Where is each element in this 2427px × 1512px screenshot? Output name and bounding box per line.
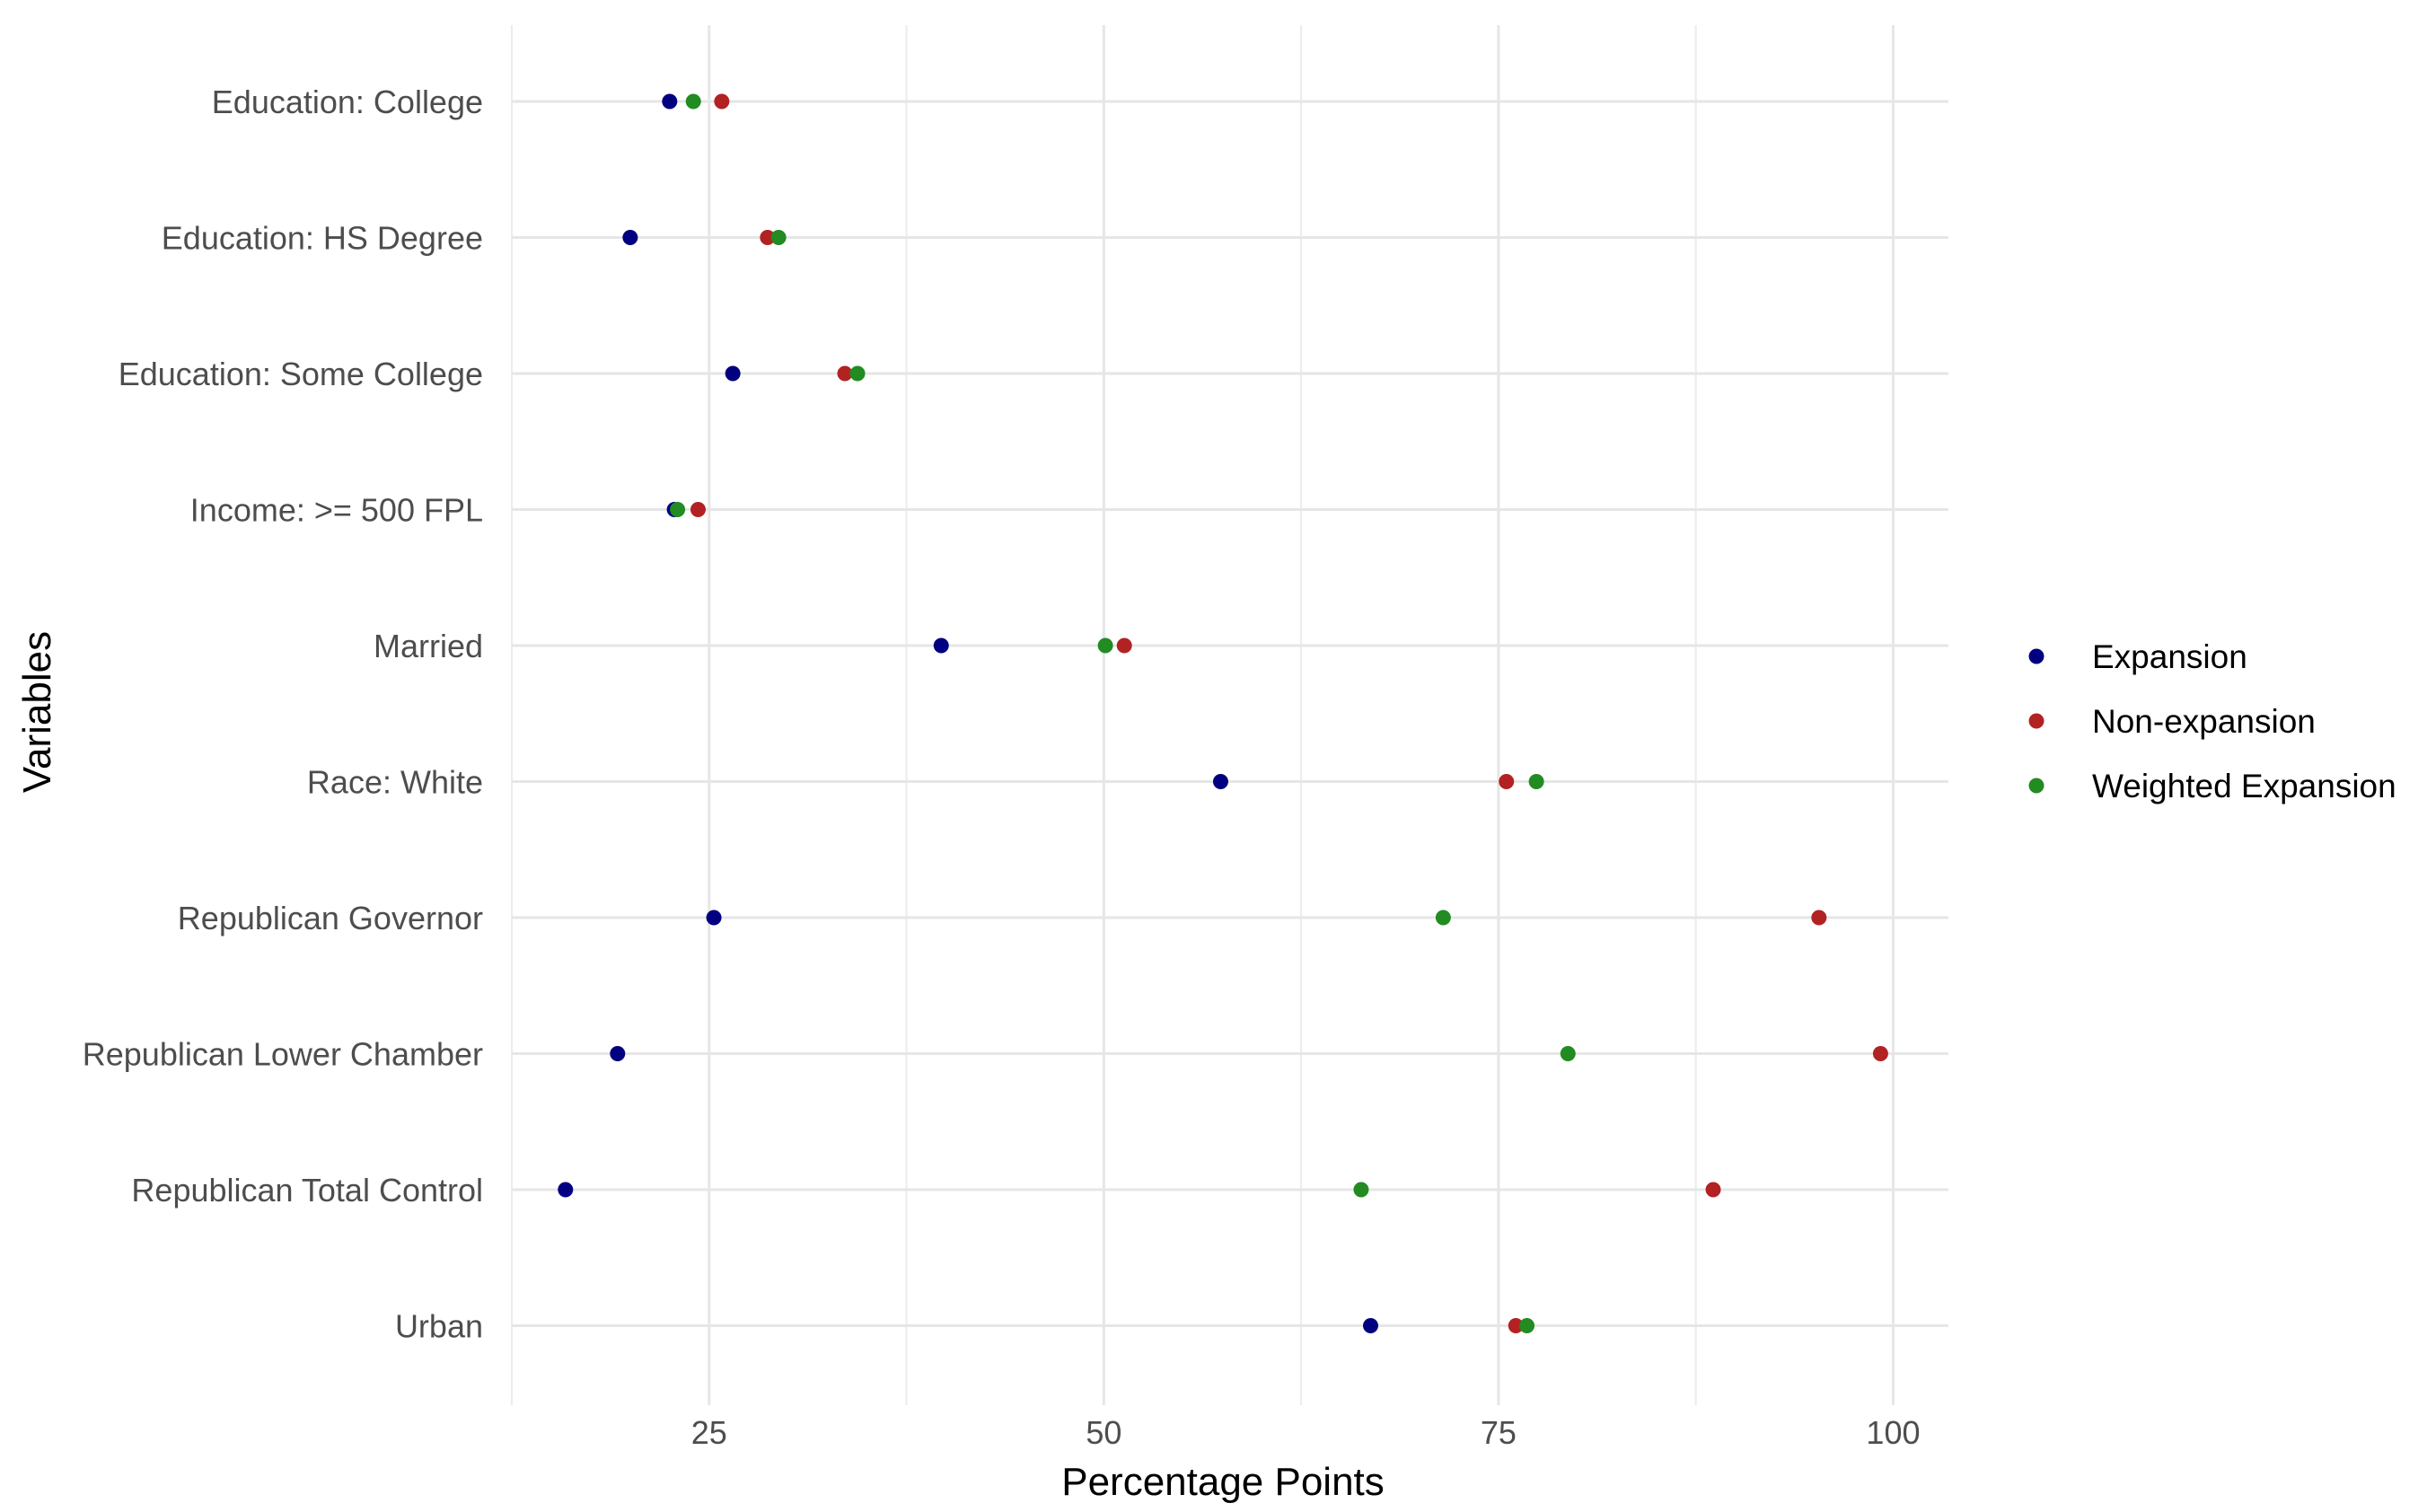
y-tick-label: Education: College xyxy=(212,84,483,120)
data-point-expansion xyxy=(1212,774,1228,789)
y-axis-title: Variables xyxy=(15,631,59,793)
y-tick-label: Republican Lower Chamber xyxy=(83,1036,483,1073)
data-point-weighted-expansion xyxy=(1519,1318,1535,1333)
data-point-expansion xyxy=(933,637,949,654)
y-tick-label: Republican Governor xyxy=(178,900,483,936)
x-tick-label: 25 xyxy=(691,1414,727,1451)
legend-label: Expansion xyxy=(2092,638,2247,675)
y-tick-label: Urban xyxy=(395,1308,483,1345)
data-point-weighted-expansion xyxy=(1528,774,1544,789)
data-point-weighted-expansion xyxy=(849,365,866,382)
legend-label: Weighted Expansion xyxy=(2092,768,2396,804)
x-tick-labels: 25 50 75 100 xyxy=(691,1414,1921,1451)
data-point-expansion xyxy=(558,1182,574,1198)
y-tick-labels: Education: College Education: HS Degree Ed… xyxy=(83,84,483,1345)
y-tick-label: Race: White xyxy=(307,764,483,801)
data-point-expansion xyxy=(610,1046,626,1061)
data-point-expansion xyxy=(662,93,678,110)
data-point-non-expansion xyxy=(690,502,706,517)
y-tick-label: Republican Total Control xyxy=(131,1172,483,1209)
legend-key xyxy=(2028,648,2044,664)
data-point-weighted-expansion xyxy=(670,502,686,517)
data-point-non-expansion xyxy=(1508,1318,1524,1333)
x-tick-label: 75 xyxy=(1481,1414,1517,1451)
data-point-non-expansion xyxy=(837,365,853,382)
data-point-weighted-expansion xyxy=(685,93,701,110)
data-point-expansion xyxy=(725,365,741,382)
y-tick-label: Married xyxy=(374,628,483,664)
data-point-non-expansion xyxy=(1872,1046,1888,1061)
legend: Expansion Non-expansion Weighted Expansion xyxy=(2028,638,2396,804)
data-point-weighted-expansion xyxy=(1353,1182,1369,1198)
data-point-weighted-expansion xyxy=(1435,910,1451,926)
legend-label: Non-expansion xyxy=(2092,703,2316,740)
x-tick-label: 50 xyxy=(1086,1414,1121,1451)
y-tick-label: Education: Some College xyxy=(119,356,483,392)
points-layer xyxy=(558,93,1888,1333)
data-point-non-expansion xyxy=(714,93,730,110)
x-tick-label: 100 xyxy=(1866,1414,1920,1451)
data-point-non-expansion xyxy=(1705,1182,1721,1198)
data-point-non-expansion xyxy=(1116,637,1132,654)
data-point-expansion xyxy=(1362,1318,1378,1333)
data-point-non-expansion xyxy=(1811,910,1827,926)
x-axis-title: Percentage Points xyxy=(1061,1460,1385,1504)
y-tick-label: Education: HS Degree xyxy=(162,220,483,257)
data-point-weighted-expansion xyxy=(1560,1046,1576,1061)
legend-key xyxy=(2028,778,2044,794)
data-point-non-expansion xyxy=(760,230,776,245)
grid-layer xyxy=(511,25,1948,1405)
legend-key xyxy=(2028,713,2044,729)
data-point-expansion xyxy=(622,230,638,245)
data-point-weighted-expansion xyxy=(1097,637,1113,654)
y-tick-label: Income: >= 500 FPL xyxy=(190,492,483,529)
data-point-non-expansion xyxy=(1499,774,1515,789)
data-point-expansion xyxy=(706,910,722,926)
data-point-weighted-expansion xyxy=(770,230,787,245)
